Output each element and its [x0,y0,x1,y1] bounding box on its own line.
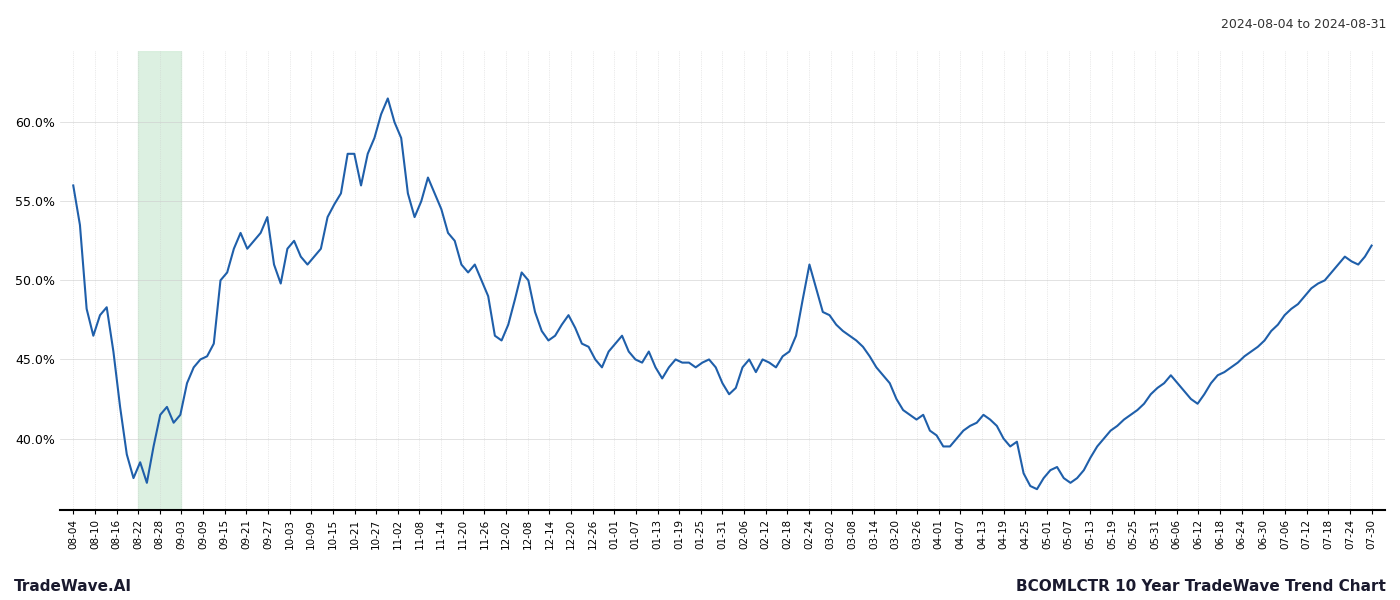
Text: 2024-08-04 to 2024-08-31: 2024-08-04 to 2024-08-31 [1221,18,1386,31]
Text: TradeWave.AI: TradeWave.AI [14,579,132,594]
Text: BCOMLCTR 10 Year TradeWave Trend Chart: BCOMLCTR 10 Year TradeWave Trend Chart [1016,579,1386,594]
Bar [139,51,182,510]
